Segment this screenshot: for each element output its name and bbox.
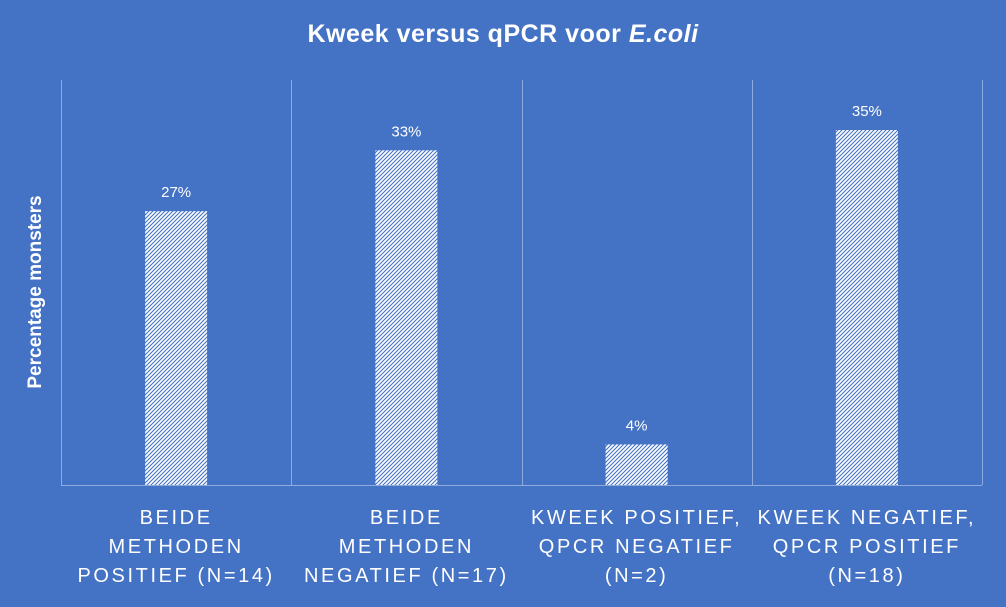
- bar: [605, 444, 668, 485]
- x-tick-label: BEIDE: [140, 507, 213, 529]
- data-label: 35%: [852, 103, 882, 120]
- x-tick-label: METHODEN: [339, 536, 474, 558]
- x-tick-label: POSITIEF (N=14): [77, 565, 274, 587]
- chart-title-italic: E.coli: [628, 20, 699, 48]
- x-tick-label: (N=2): [605, 565, 669, 587]
- bar: [145, 211, 208, 485]
- x-tick-label: BEIDE: [370, 507, 443, 529]
- bar: [835, 130, 898, 485]
- chart-title-text: Kweek versus qPCR voor: [307, 20, 622, 48]
- x-tick-label: QPCR NEGATIEF: [539, 536, 735, 558]
- x-tick-label: KWEEK NEGATIEF,: [758, 507, 977, 529]
- chart-title: Kweek versus qPCR voor E.coli: [0, 20, 1006, 49]
- x-tick-label: NEGATIEF (N=17): [304, 565, 509, 587]
- data-label: 4%: [626, 417, 648, 434]
- x-tick-label: METHODEN: [109, 536, 244, 558]
- data-label: 33%: [391, 123, 421, 140]
- bar: [375, 150, 438, 486]
- x-tick-label: KWEEK POSITIEF,: [531, 507, 742, 529]
- x-tick-label: (N=18): [828, 565, 905, 587]
- data-label: 27%: [161, 184, 191, 201]
- x-tick-label: QPCR POSITIEF: [773, 536, 961, 558]
